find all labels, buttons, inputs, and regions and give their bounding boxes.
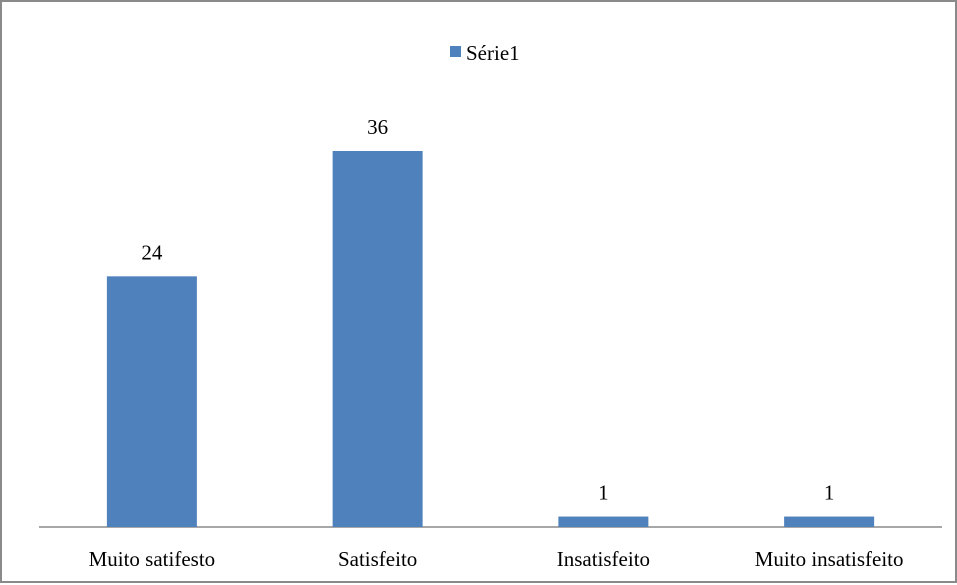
- data-label-2: 1: [598, 481, 609, 505]
- data-label-1: 36: [367, 115, 388, 139]
- bar-1: [332, 151, 423, 527]
- legend-label-serie1: Série1: [466, 41, 520, 65]
- bar-2: [558, 516, 649, 527]
- category-label-0: Muito satifesto: [89, 547, 216, 571]
- bars-layer: [106, 151, 875, 527]
- data-labels-layer: 24 36 1 1: [141, 115, 834, 505]
- category-label-2: Insatisfeito: [557, 547, 650, 571]
- category-label-1: Satisfeito: [338, 547, 417, 571]
- data-label-3: 1: [824, 481, 835, 505]
- bar-0: [106, 276, 197, 527]
- bar-3: [784, 516, 875, 527]
- category-label-3: Muito insatisfeito: [755, 547, 904, 571]
- legend-swatch: [450, 46, 461, 57]
- data-label-0: 24: [141, 240, 163, 264]
- legend: Série1: [450, 41, 520, 65]
- category-labels-layer: Muito satifesto Satisfeito Insatisfeito Mui…: [89, 547, 904, 571]
